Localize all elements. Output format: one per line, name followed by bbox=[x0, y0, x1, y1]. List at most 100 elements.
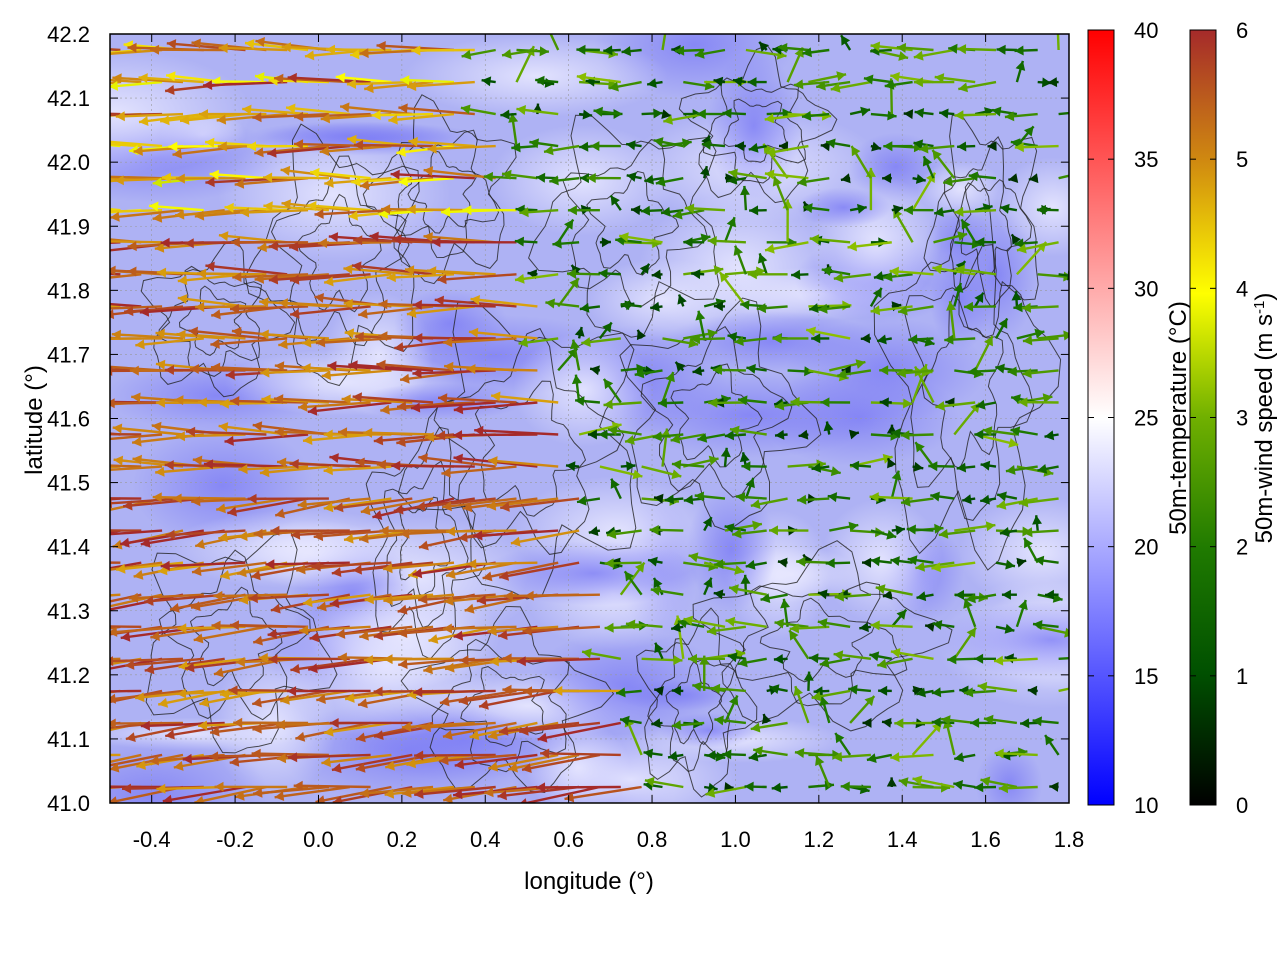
wind-vector-head bbox=[60, 200, 70, 210]
wind-vector-shaft bbox=[99, 210, 162, 212]
wind-vector-shaft bbox=[41, 562, 120, 563]
wind-vector-head bbox=[48, 694, 58, 704]
colorbar-tick-label: 15 bbox=[1134, 664, 1158, 689]
wind-vector-shaft bbox=[318, 242, 392, 243]
y-tick-label: 41.1 bbox=[47, 727, 90, 752]
colorbar-tick-label: 20 bbox=[1134, 535, 1158, 560]
wind-vector-shaft bbox=[263, 177, 329, 178]
wind-vector-shaft bbox=[536, 787, 621, 788]
y-tick-label: 41.2 bbox=[47, 663, 90, 688]
wind-vector-head bbox=[100, 605, 110, 615]
wind-vector-shaft bbox=[107, 723, 183, 724]
colorbar-tick-label: 30 bbox=[1134, 276, 1158, 301]
wind-vector-head bbox=[86, 764, 96, 774]
wind-vector-shaft bbox=[294, 786, 371, 787]
y-tick-label: 41.3 bbox=[47, 599, 90, 624]
wind-vector-head bbox=[93, 236, 102, 246]
wind-vector-head bbox=[104, 656, 113, 666]
wind-vector-head bbox=[38, 107, 47, 117]
x-tick-label: 0.8 bbox=[637, 827, 668, 852]
x-tick-label: 0.2 bbox=[387, 827, 418, 852]
colorbar-tick-label: 10 bbox=[1134, 793, 1158, 818]
wind-vector-head bbox=[45, 632, 55, 642]
wind-vector-head bbox=[80, 397, 89, 407]
wind-vector-shaft bbox=[39, 499, 121, 505]
y-tick-label: 41.9 bbox=[47, 214, 90, 239]
wind-vector-shaft bbox=[93, 241, 162, 242]
wind-vector-shaft bbox=[413, 305, 496, 307]
y-tick-label: 41.0 bbox=[47, 791, 90, 816]
wind-colorbar-label-exp: -1 bbox=[1251, 301, 1268, 314]
wind-vector-head bbox=[80, 112, 89, 122]
x-tick-label: 1.4 bbox=[887, 827, 918, 852]
wind-vector-shaft bbox=[1057, 9, 1059, 50]
wind-vector-shaft bbox=[213, 595, 287, 596]
x-tick-label: 1.0 bbox=[720, 827, 751, 852]
wind-vector-shaft bbox=[58, 691, 141, 692]
wind-vector-head bbox=[47, 330, 56, 340]
wind-vector-shaft bbox=[391, 466, 475, 467]
wind-vector-head bbox=[36, 241, 45, 251]
wind-vector-head bbox=[59, 571, 69, 581]
wind-vector-shaft bbox=[38, 112, 120, 114]
wind-vector-head bbox=[93, 49, 102, 59]
wind-vector-shaft bbox=[525, 595, 600, 596]
wind-vector-head bbox=[86, 700, 96, 710]
wind-vector-shaft bbox=[37, 272, 120, 275]
wind-vector-shaft bbox=[36, 242, 121, 246]
wind-vector-shaft bbox=[197, 274, 266, 275]
wind-vector-head bbox=[100, 245, 110, 255]
wind-vector-shaft bbox=[372, 114, 434, 115]
wind-vector-shaft bbox=[62, 626, 141, 627]
colorbar-tick-label: 2 bbox=[1236, 535, 1248, 560]
colorbar-tick-label: 1 bbox=[1236, 664, 1248, 689]
wind-vector-head bbox=[89, 265, 98, 275]
wind-colorbar-label-base: 50m-wind speed (m s bbox=[1251, 314, 1278, 543]
wind-vector-head bbox=[89, 466, 98, 476]
y-tick-label: 41.4 bbox=[47, 535, 90, 560]
wind-vector-shaft bbox=[453, 435, 537, 436]
y-axis-label: latitude (°) bbox=[21, 365, 48, 475]
colorbar-tick-label: 6 bbox=[1236, 18, 1248, 43]
wind-vector-head bbox=[67, 137, 76, 147]
wind-vector-head bbox=[52, 302, 61, 312]
wind-vector-shaft bbox=[265, 563, 349, 565]
wind-vector-head bbox=[72, 73, 81, 83]
wind-vector-head bbox=[37, 267, 46, 277]
colorbar-tick-label: 4 bbox=[1236, 276, 1248, 301]
x-tick-label: 1.8 bbox=[1054, 827, 1085, 852]
wind-vector-shaft bbox=[540, 753, 621, 755]
temperature-cool-patch bbox=[659, 713, 760, 748]
wind-vector-head bbox=[39, 499, 48, 509]
wind-vector-head bbox=[662, 12, 672, 22]
colorbar-tick-label: 40 bbox=[1134, 18, 1158, 43]
wind-vector-head bbox=[58, 687, 67, 697]
temperature-warm-patch bbox=[405, 35, 668, 118]
y-tick-label: 42.1 bbox=[47, 86, 90, 111]
wind-vector-head bbox=[86, 304, 95, 314]
wind-vector-head bbox=[70, 764, 80, 774]
wind-vector-head bbox=[80, 50, 89, 60]
wind-vector-shaft bbox=[209, 755, 287, 757]
y-tick-label: 42.2 bbox=[47, 22, 90, 47]
wind-vector-shaft bbox=[413, 691, 496, 693]
colorbar-tick-label: 25 bbox=[1134, 406, 1158, 431]
wind-vector-shaft bbox=[268, 659, 349, 660]
wind-vector-head bbox=[66, 459, 75, 469]
y-tick-label: 41.6 bbox=[47, 407, 90, 432]
wind-vector-shaft bbox=[61, 434, 141, 435]
wind-vector-head bbox=[1052, 9, 1062, 18]
wind-vector-shaft bbox=[195, 306, 266, 307]
wind-vector-shaft bbox=[467, 563, 537, 565]
wind-vector-shaft bbox=[414, 755, 496, 756]
wind-vector-head bbox=[90, 566, 100, 576]
wind-vector-shaft bbox=[466, 369, 537, 371]
wind-vector-head bbox=[38, 540, 48, 550]
wind-vector-head bbox=[86, 435, 95, 445]
y-tick-label: 41.8 bbox=[47, 278, 90, 303]
wind-vector-head bbox=[52, 176, 61, 186]
x-tick-label: 1.6 bbox=[970, 827, 1001, 852]
x-tick-label: 1.2 bbox=[804, 827, 835, 852]
